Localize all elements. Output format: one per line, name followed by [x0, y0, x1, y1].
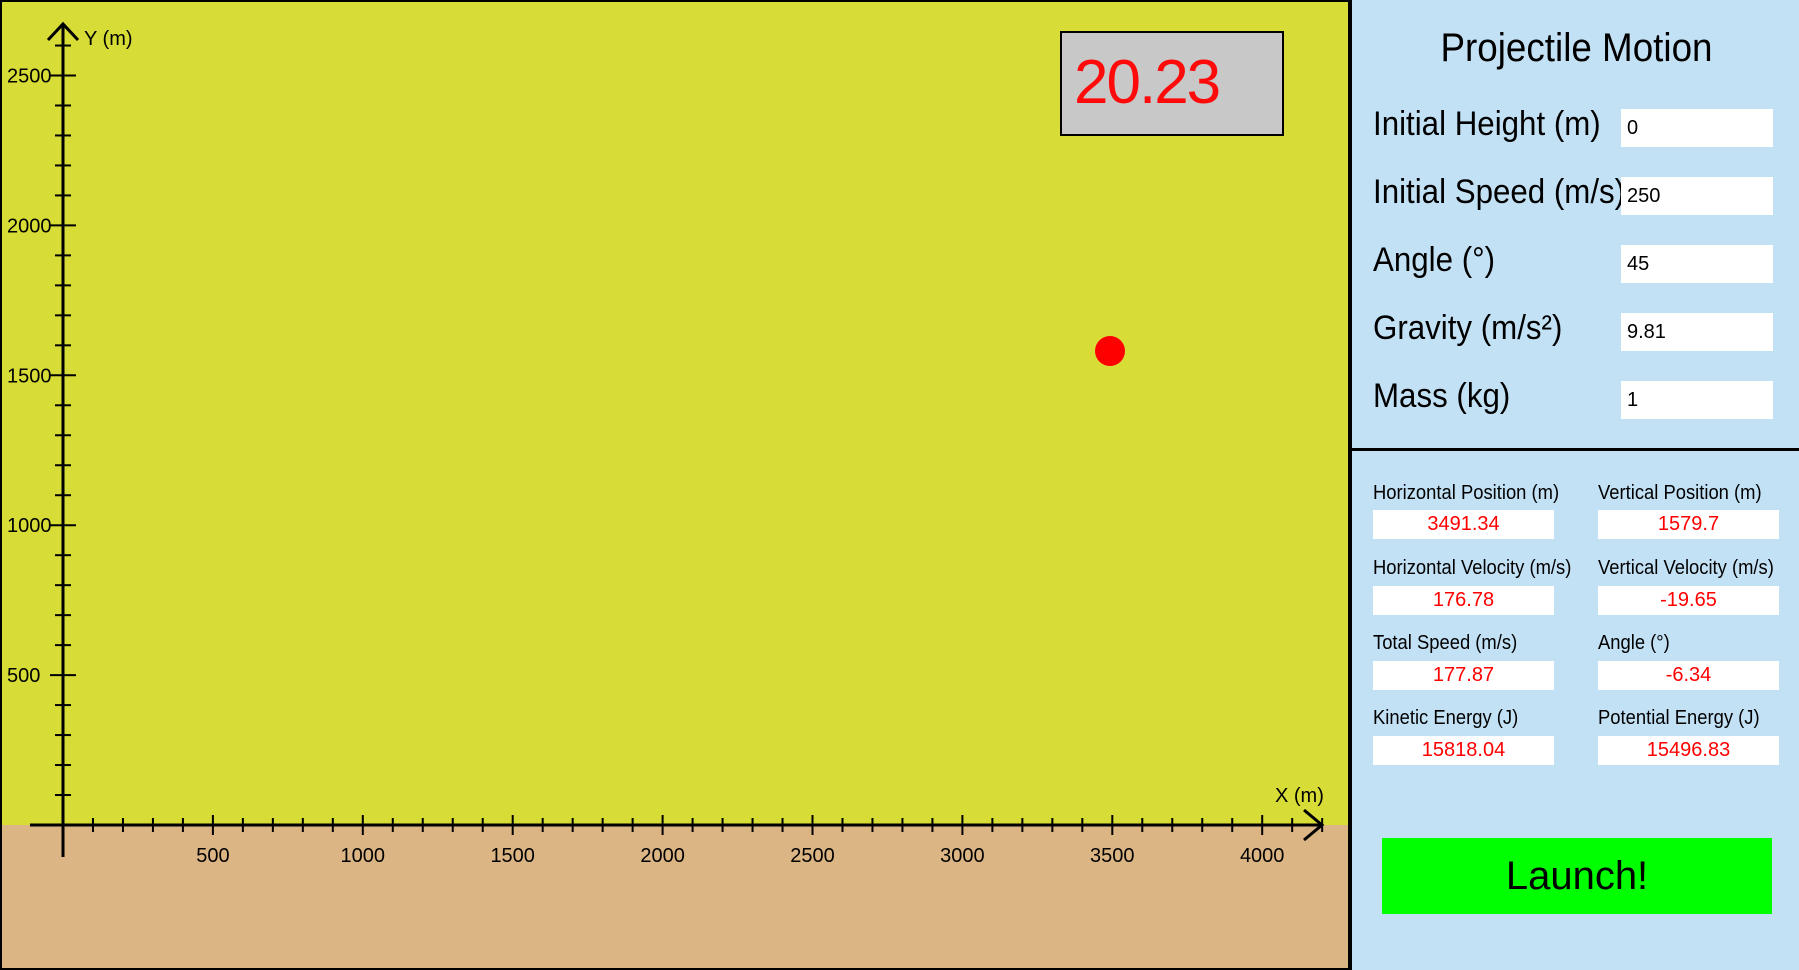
- ground: [2, 825, 1348, 968]
- timer-display: 20.23: [1060, 31, 1284, 136]
- potential-energy-label: Potential Energy (J): [1598, 707, 1760, 729]
- y-axis-title: Y (m): [84, 28, 133, 50]
- gravity-input[interactable]: [1621, 313, 1773, 351]
- horizontal-position-value: 3491.34: [1373, 510, 1554, 539]
- vertical-position-label: Vertical Position (m): [1598, 482, 1762, 504]
- horizontal-position-label: Horizontal Position (m): [1373, 482, 1560, 504]
- x-tick-label: 2000: [640, 845, 685, 867]
- x-tick-label: 3000: [940, 845, 985, 867]
- x-axis-title: X (m): [1275, 785, 1324, 807]
- y-tick-label: 1500: [7, 365, 52, 387]
- angle-label: Angle (°): [1373, 241, 1496, 279]
- angle-input[interactable]: [1621, 245, 1773, 283]
- simulation-canvas: 500 1000 1500 2000 2500 3000 3500 4000 500 1000 15…: [0, 0, 1350, 970]
- x-tick-label: 500: [196, 845, 229, 867]
- x-tick-label: 1000: [341, 845, 386, 867]
- x-tick-label: 1500: [490, 845, 535, 867]
- initial-speed-label: Initial Speed (m/s): [1373, 173, 1626, 211]
- gravity-label: Gravity (m/s²): [1373, 309, 1563, 347]
- initial-speed-input[interactable]: [1621, 177, 1773, 215]
- control-panel: Projectile Motion Initial Height (m) Ini…: [1350, 0, 1799, 970]
- mass-label: Mass (kg): [1373, 377, 1511, 415]
- total-speed-value: 177.87: [1373, 661, 1554, 690]
- initial-height-input[interactable]: [1621, 109, 1773, 147]
- kinetic-energy-value: 15818.04: [1373, 736, 1554, 765]
- panel-title: Projectile Motion: [1440, 26, 1713, 70]
- mass-input[interactable]: [1621, 381, 1773, 419]
- vertical-velocity-value: -19.65: [1598, 586, 1779, 615]
- x-tick-label: 3500: [1090, 845, 1135, 867]
- current-angle-label: Angle (°): [1598, 632, 1670, 654]
- y-tick-label: 500: [7, 665, 40, 687]
- panel-divider: [1352, 448, 1799, 451]
- y-tick-label: 2500: [7, 66, 52, 88]
- vertical-velocity-label: Vertical Velocity (m/s): [1598, 557, 1774, 579]
- vertical-position-value: 1579.7: [1598, 510, 1779, 539]
- total-speed-label: Total Speed (m/s): [1373, 632, 1518, 654]
- horizontal-velocity-value: 176.78: [1373, 586, 1554, 615]
- x-tick-label: 4000: [1240, 845, 1285, 867]
- horizontal-velocity-label: Horizontal Velocity (m/s): [1373, 557, 1572, 579]
- initial-height-label: Initial Height (m): [1373, 105, 1601, 143]
- x-tick-label: 2500: [790, 845, 835, 867]
- potential-energy-value: 15496.83: [1598, 736, 1779, 765]
- current-angle-value: -6.34: [1598, 661, 1779, 690]
- timer-value: 20.23: [1074, 48, 1221, 117]
- projectile-ball: [1094, 336, 1125, 367]
- y-tick-label: 2000: [7, 215, 52, 237]
- axes: 500 1000 1500 2000 2500 3000 3500 4000 500 1000 15…: [7, 21, 1325, 867]
- y-tick-label: 1000: [7, 515, 52, 537]
- kinetic-energy-label: Kinetic Energy (J): [1373, 707, 1519, 729]
- y-axis-arrow: [46, 21, 80, 42]
- launch-button[interactable]: Launch!: [1382, 838, 1772, 914]
